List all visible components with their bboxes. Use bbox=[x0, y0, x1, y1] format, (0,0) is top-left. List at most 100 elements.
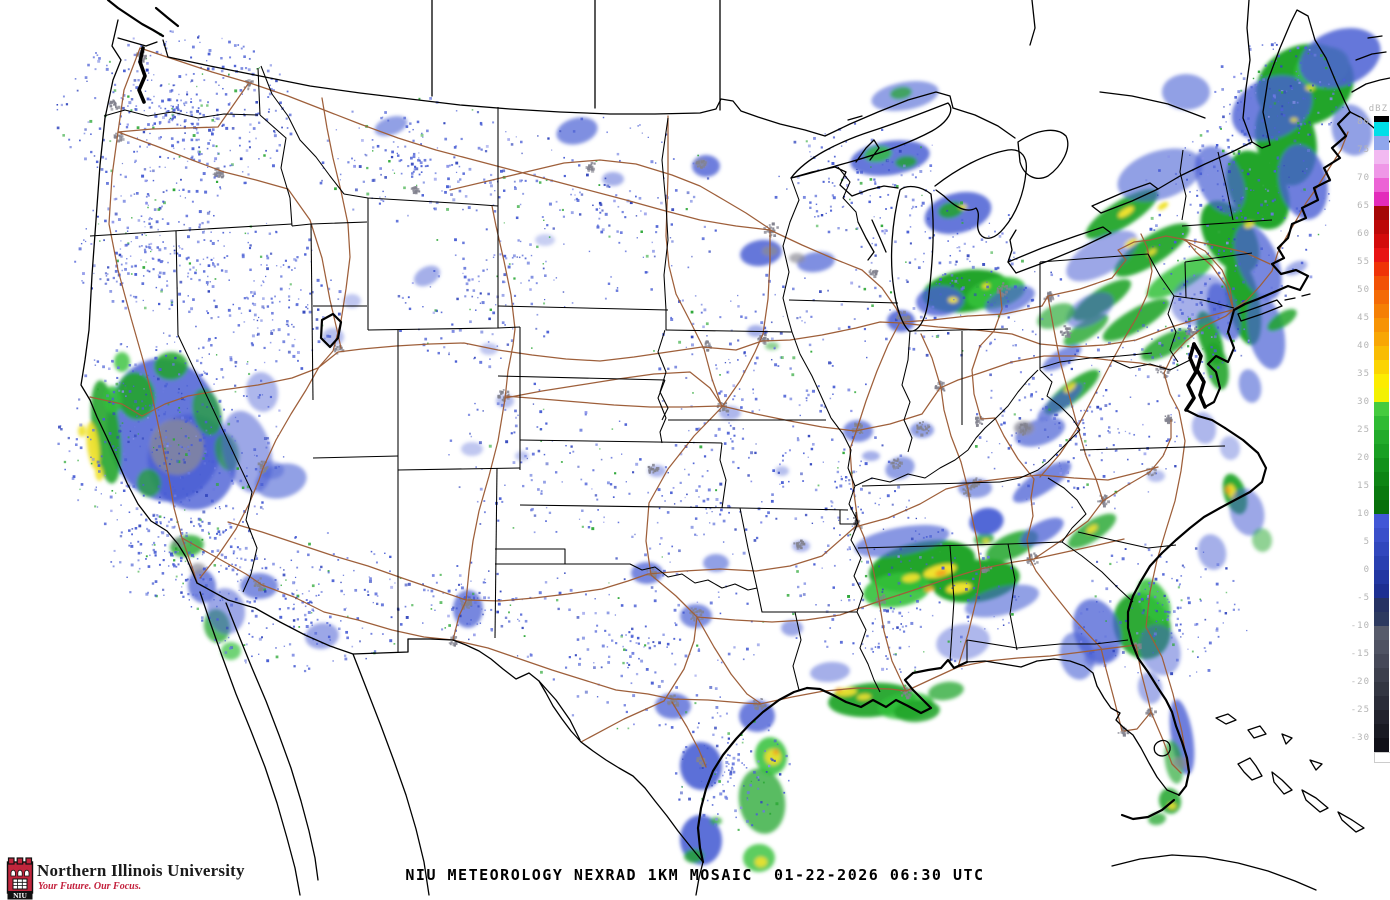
niu-shield-icon: NIU bbox=[6, 857, 34, 900]
echo-cell bbox=[739, 700, 775, 732]
echo-cell bbox=[1137, 672, 1163, 704]
echo-cell bbox=[1290, 117, 1298, 123]
echo-cell bbox=[1037, 383, 1083, 421]
echo-cell bbox=[1118, 206, 1134, 218]
echo-cell bbox=[938, 201, 964, 219]
echo-cell bbox=[192, 388, 222, 436]
echo-cell bbox=[343, 294, 361, 308]
echo-cell bbox=[948, 297, 958, 303]
colorbar-tick-label: 75 bbox=[1357, 145, 1370, 155]
colorbar-segment bbox=[1374, 640, 1389, 654]
echo-cell bbox=[94, 465, 104, 481]
echo-cell bbox=[974, 532, 994, 546]
colorbar-tick-label: 25 bbox=[1357, 425, 1370, 435]
echo-cell bbox=[1267, 309, 1297, 331]
echo-cell bbox=[684, 848, 704, 864]
colorbar-segment bbox=[1374, 612, 1389, 626]
colorbar-tick-label: 50 bbox=[1357, 285, 1370, 295]
echo-cell bbox=[305, 622, 339, 650]
echo-cell bbox=[149, 419, 205, 475]
echo-cell bbox=[1020, 517, 1064, 547]
colorbar-tick-label: 35 bbox=[1357, 369, 1370, 379]
echo-cell bbox=[1251, 528, 1273, 552]
echo-cell bbox=[1140, 329, 1192, 361]
colorbar-segment bbox=[1374, 178, 1389, 192]
echo-cell bbox=[755, 857, 767, 867]
echo-cell bbox=[902, 573, 920, 583]
map-caption: NIU METEOROLOGY NEXRAD 1KM MOSAIC 01-22-… bbox=[405, 866, 985, 884]
colorbar-segment bbox=[1374, 248, 1389, 262]
colorbar-tick-label: 15 bbox=[1357, 481, 1370, 491]
echo-cell bbox=[78, 425, 86, 437]
colorbar-tick-label: -5 bbox=[1357, 593, 1370, 603]
echo-cell bbox=[374, 115, 408, 137]
echo-cell bbox=[136, 469, 162, 497]
colorbar-segment bbox=[1374, 584, 1389, 598]
highway-lines bbox=[89, 47, 1349, 774]
echo-cell bbox=[862, 451, 880, 461]
echo-cell bbox=[765, 342, 779, 350]
echo-cell bbox=[1331, 104, 1373, 156]
colorbar-segment bbox=[1374, 234, 1389, 248]
colorbar-segment bbox=[1374, 486, 1389, 500]
colorbar-segment bbox=[1374, 738, 1389, 752]
echo-cell bbox=[692, 155, 720, 177]
echo-cell bbox=[1231, 75, 1313, 141]
echo-cell bbox=[1139, 624, 1181, 676]
niu-acronym: NIU bbox=[13, 891, 27, 900]
echo-cell bbox=[461, 442, 483, 456]
echo-cell bbox=[710, 817, 722, 825]
echo-cell bbox=[916, 285, 964, 317]
colorbar-segment bbox=[1374, 556, 1389, 570]
colorbar-segment bbox=[1374, 318, 1389, 332]
echo-cell bbox=[1191, 412, 1217, 444]
echo-cell bbox=[885, 456, 915, 480]
niu-logo: NIU Northern Illinois University Your Fu… bbox=[6, 856, 286, 900]
great-lakes bbox=[790, 102, 1159, 332]
colorbar-segment bbox=[1374, 724, 1389, 738]
colorbar-tick-label: -20 bbox=[1350, 677, 1370, 687]
colorbar-segment bbox=[1374, 374, 1389, 388]
colorbar-segment bbox=[1374, 458, 1389, 472]
echo-cell bbox=[1066, 230, 1138, 282]
echo-cell bbox=[1064, 383, 1076, 393]
echo-cell bbox=[935, 569, 947, 577]
colorbar-segment bbox=[1374, 290, 1389, 304]
echo-cell bbox=[1305, 85, 1315, 91]
echo-cell bbox=[679, 742, 723, 790]
echo-cell bbox=[857, 693, 871, 701]
colorbar-segment bbox=[1374, 164, 1389, 178]
echo-cell bbox=[535, 234, 555, 246]
echo-cell bbox=[556, 117, 598, 145]
echo-cell bbox=[154, 351, 188, 381]
echo-cell bbox=[1299, 28, 1381, 88]
echo-cell bbox=[1238, 369, 1262, 403]
colorbar-segment bbox=[1374, 332, 1389, 346]
echo-cell bbox=[850, 140, 930, 176]
echo-cell bbox=[1014, 421, 1034, 435]
colorbar-segment bbox=[1374, 402, 1389, 416]
echo-cell bbox=[1147, 470, 1165, 482]
echo-cell bbox=[86, 422, 100, 470]
colorbar-segment bbox=[1374, 360, 1389, 374]
colorbar-tick-label: 5 bbox=[1363, 537, 1370, 547]
echo-cell bbox=[1086, 524, 1098, 534]
colorbar-segment bbox=[1374, 220, 1389, 234]
colorbar-segment bbox=[1374, 388, 1389, 402]
echo-cell bbox=[116, 372, 156, 420]
echo-cell bbox=[1147, 248, 1157, 256]
state-borders bbox=[89, 65, 1273, 693]
colorbar-segment bbox=[1374, 710, 1389, 724]
colorbar-segment bbox=[1374, 682, 1389, 696]
echo-cell bbox=[1234, 224, 1282, 300]
colorbar-segment bbox=[1374, 262, 1389, 276]
echo-cell bbox=[602, 172, 624, 186]
colorbar-segment bbox=[1374, 514, 1389, 528]
colorbar-segment bbox=[1374, 444, 1389, 458]
echo-cell bbox=[1229, 488, 1265, 536]
colorbar-tick-label: 70 bbox=[1357, 173, 1370, 183]
echo-cell bbox=[480, 343, 498, 355]
colorbar-segment bbox=[1374, 276, 1389, 290]
